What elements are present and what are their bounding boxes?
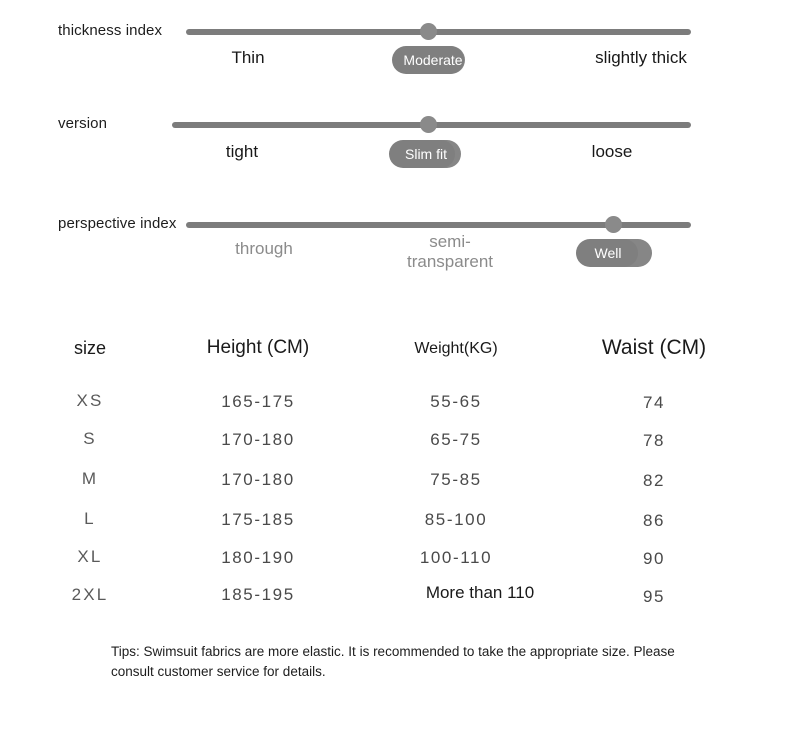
cell-size: M xyxy=(81,469,99,488)
tips-note: Tips: Swimsuit fabrics are more elastic.… xyxy=(111,644,675,679)
cell-waist: 74 xyxy=(642,393,666,412)
cell-height: 165-175 xyxy=(221,392,295,411)
cell-weight: 75-85 xyxy=(430,470,482,489)
cell-weight: 85-100 xyxy=(424,510,488,529)
slider-label-perspective-index: perspective index xyxy=(58,215,177,232)
slider-row-version: version Slim fit tight loose xyxy=(0,96,790,194)
slider-option-version-0[interactable]: tight xyxy=(225,142,259,161)
cell-weight: 55-65 xyxy=(430,392,482,411)
cell-weight: More than 110 xyxy=(425,583,535,602)
cell-height: 180-190 xyxy=(221,548,295,567)
slider-track-thickness-index[interactable] xyxy=(186,29,691,35)
slider-row-thickness-index: thickness index Moderate Thin slightly t… xyxy=(0,0,790,98)
cell-size: L xyxy=(84,509,96,528)
table-header-weight: Weight(KG) xyxy=(414,340,498,357)
cell-height: 185-195 xyxy=(221,585,295,604)
cell-waist: 90 xyxy=(642,549,666,568)
slider-value-pill-perspective-index: Well xyxy=(576,239,638,267)
cell-weight: 100-110 xyxy=(419,548,493,567)
slider-option-thickness-0[interactable]: Thin xyxy=(231,48,265,67)
slider-value-text-version: Slim fit xyxy=(405,146,447,162)
slider-value-pill-version: Slim fit xyxy=(389,140,455,168)
table-header-waist: Waist (CM) xyxy=(601,336,707,359)
slider-option-perspective-1[interactable]: semi-transparent xyxy=(407,232,493,271)
cell-height: 170-180 xyxy=(221,470,295,489)
cell-weight: 65-75 xyxy=(430,430,482,449)
cell-size: XS xyxy=(76,391,104,410)
table-header-size: size xyxy=(73,338,106,358)
cell-size: S xyxy=(83,429,97,448)
slider-track-perspective-index[interactable] xyxy=(186,222,691,228)
slider-thumb-perspective-index[interactable] xyxy=(605,216,622,233)
slider-value-pill-thickness-index: Moderate xyxy=(392,46,464,74)
slider-row-perspective-index: perspective index Well through semi-tran… xyxy=(0,191,790,296)
cell-height: 175-185 xyxy=(221,510,295,529)
slider-value-text-thickness-index: Moderate xyxy=(403,52,463,68)
cell-waist: 95 xyxy=(642,587,666,606)
cell-waist: 78 xyxy=(642,431,666,450)
cell-waist: 86 xyxy=(642,511,666,530)
cell-size: 2XL xyxy=(71,585,109,604)
cell-size: XL xyxy=(77,547,103,566)
table-header-height: Height (CM) xyxy=(206,337,310,358)
slider-thumb-version[interactable] xyxy=(420,116,437,133)
slider-value-text-perspective-index: Well xyxy=(594,245,622,261)
slider-option-version-2[interactable]: loose xyxy=(591,142,633,161)
slider-label-thickness-index: thickness index xyxy=(58,22,163,39)
cell-waist: 82 xyxy=(642,471,666,490)
cell-height: 170-180 xyxy=(221,430,295,449)
slider-option-perspective-0[interactable]: through xyxy=(235,239,293,258)
slider-thumb-thickness-index[interactable] xyxy=(420,23,437,40)
slider-option-thickness-2[interactable]: slightly thick xyxy=(595,48,687,67)
slider-label-version: version xyxy=(58,115,108,132)
